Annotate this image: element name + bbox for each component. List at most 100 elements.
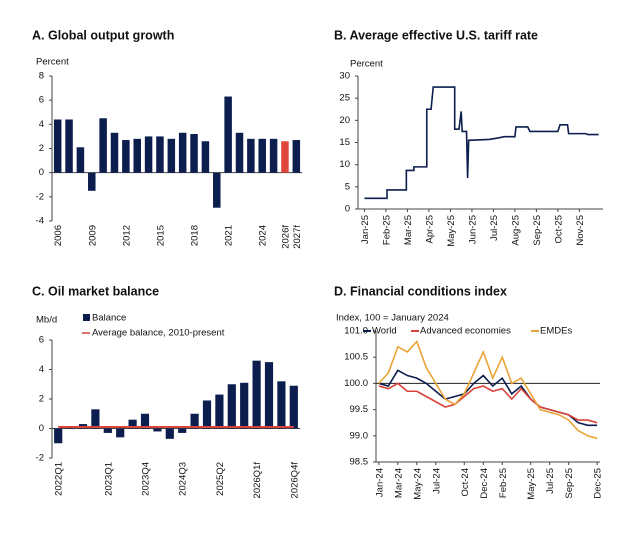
x-tick-label: 2024 — [258, 225, 269, 246]
x-tick-label: Apr-25 — [424, 215, 435, 244]
y-tick-label: 10 — [339, 159, 350, 170]
bar — [76, 147, 85, 173]
x-tick-label: Jul-24 — [431, 468, 442, 494]
x-tick-label: 2012 — [121, 225, 132, 246]
x-tick-label: 2025Q2 — [215, 462, 226, 496]
series-line — [378, 382, 598, 424]
y-tick-label: 101.0 — [344, 326, 368, 337]
bar — [269, 138, 278, 173]
bar — [54, 428, 63, 444]
x-tick-label: Sep-25 — [564, 468, 575, 499]
x-tick-label: May-25 — [446, 215, 457, 247]
panel-title: B. Average effective U.S. tariff rate — [334, 28, 538, 42]
bar — [213, 172, 221, 208]
x-tick-label: 2022Q1 — [54, 462, 65, 496]
y-tick-label: 4 — [39, 364, 44, 375]
axis-label: Percent — [350, 59, 383, 70]
bar — [264, 362, 274, 429]
bar — [190, 134, 198, 173]
x-tick-label: Jul-25 — [545, 468, 556, 494]
panel-title: C. Oil market balance — [32, 284, 159, 298]
y-tick-label: 5 — [345, 181, 350, 192]
x-tick-label: Feb-25 — [381, 215, 392, 245]
panel-title: D. Financial conditions index — [334, 284, 507, 298]
y-tick-label: 2 — [39, 143, 44, 154]
bar — [252, 360, 261, 429]
legend-label: Advanced economies — [420, 326, 511, 337]
x-tick-label: 2027f — [292, 225, 303, 249]
bar — [103, 428, 112, 433]
bar — [202, 400, 212, 429]
bar — [215, 394, 224, 429]
y-tick-label: -2 — [36, 191, 44, 202]
y-tick-label: -4 — [36, 216, 44, 227]
bar — [258, 138, 266, 173]
y-tick-label: -2 — [36, 453, 44, 464]
x-tick-label: 2018 — [190, 225, 201, 246]
bar — [110, 132, 119, 173]
bar — [66, 427, 75, 429]
y-tick-label: 99.5 — [350, 404, 369, 415]
y-tick-label: 4 — [39, 119, 44, 130]
x-tick-label: Jan-24 — [374, 468, 385, 497]
x-tick-label: 2021 — [224, 225, 235, 246]
bar — [178, 132, 187, 173]
x-tick-label: Feb-25 — [498, 468, 509, 498]
bar — [153, 428, 162, 432]
y-tick-label: 2 — [39, 394, 44, 405]
y-tick-label: 0 — [345, 204, 350, 215]
x-tick-label: Oct-25 — [553, 215, 564, 244]
x-tick-label: 2006 — [53, 225, 64, 246]
y-tick-label: 30 — [339, 71, 350, 82]
y-tick-label: 6 — [39, 95, 44, 106]
series-line — [378, 339, 598, 440]
x-tick-label: 2026Q4f — [289, 462, 300, 499]
y-tick-label: 0 — [39, 423, 44, 434]
x-tick-label: May-24 — [412, 468, 423, 500]
legend-label: Average balance, 2010-present — [92, 328, 225, 339]
bar — [227, 384, 236, 429]
axis-label: Mb/d — [36, 315, 57, 326]
x-tick-label: Mar-24 — [393, 468, 404, 498]
bar — [88, 172, 96, 191]
bar — [128, 419, 137, 429]
axis-label: Index, 100 = January 2024 — [336, 313, 449, 324]
y-tick-label: 8 — [39, 71, 44, 82]
bar — [165, 428, 174, 439]
bar — [201, 141, 210, 173]
x-tick-label: 2009 — [87, 225, 98, 246]
x-tick-label: Jun-25 — [467, 215, 478, 244]
x-tick-label: 2024Q3 — [178, 462, 189, 496]
bar — [133, 138, 141, 173]
x-tick-label: May-25 — [526, 468, 537, 500]
bar — [122, 140, 130, 173]
x-tick-label: Sep-25 — [532, 215, 543, 246]
bar — [292, 140, 301, 173]
bar — [53, 119, 62, 173]
y-tick-label: 99.0 — [350, 430, 369, 441]
series-line — [364, 86, 599, 200]
x-tick-label: Dec-24 — [479, 468, 490, 499]
bar — [116, 428, 125, 438]
x-tick-label: 2026f — [280, 225, 291, 249]
y-tick-label: 15 — [339, 137, 350, 148]
legend-label: World — [372, 326, 397, 337]
bar — [240, 382, 249, 429]
x-tick-label: Nov-25 — [575, 215, 586, 246]
panel-title: A. Global output growth — [32, 28, 174, 42]
x-tick-label: 2026Q1f — [252, 462, 263, 499]
bar — [140, 413, 150, 429]
y-tick-label: 0 — [39, 167, 44, 178]
bar — [289, 385, 298, 429]
x-tick-label: Jul-25 — [489, 215, 500, 241]
bar — [277, 381, 286, 429]
bar — [178, 428, 187, 433]
legend-label: EMDEs — [540, 326, 572, 337]
bar — [247, 138, 255, 173]
legend-label: Balance — [92, 313, 126, 324]
bar — [65, 119, 73, 173]
y-tick-label: 6 — [39, 335, 44, 346]
bar — [156, 136, 164, 173]
legend-swatch — [83, 314, 90, 321]
